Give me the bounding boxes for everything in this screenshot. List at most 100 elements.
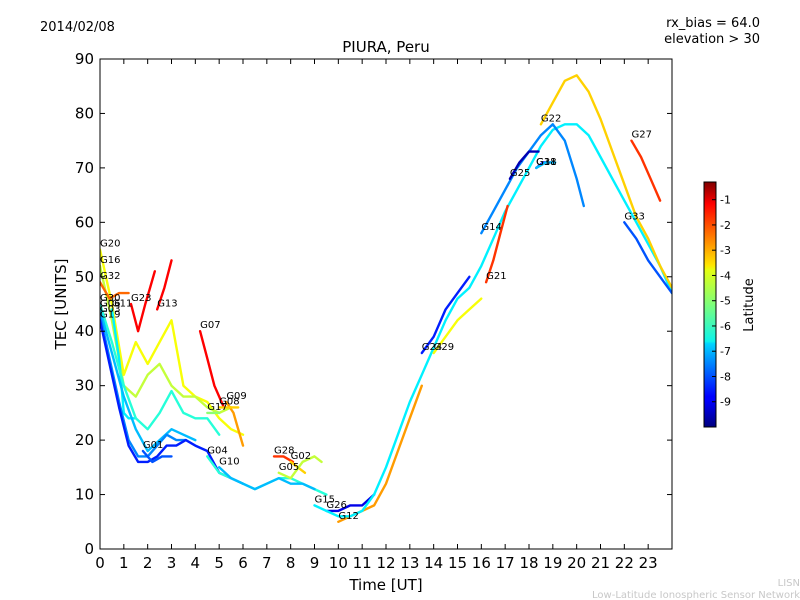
series-label-g28: G28 <box>274 445 294 456</box>
y-axis-label: TEC [UNITS] <box>52 259 70 351</box>
series-label-g29: G29 <box>434 342 454 353</box>
series-label-g17: G17 <box>207 402 227 413</box>
series-label-g04: G04 <box>207 445 227 456</box>
x-tick-label: 5 <box>214 554 224 572</box>
series-line-g01 <box>141 449 173 464</box>
series-line-g20 <box>100 248 245 436</box>
y-tick-label: 60 <box>75 213 94 231</box>
x-tick-label: 10 <box>329 554 348 572</box>
x-tick-label: 4 <box>191 554 201 572</box>
series-label-g19: G19 <box>100 309 120 320</box>
series-line-g07 <box>198 330 226 409</box>
series-label-g30: G30 <box>100 293 120 304</box>
series-layer <box>100 74 672 523</box>
series-label-g25: G25 <box>510 168 530 179</box>
series-line-g13 <box>155 259 173 311</box>
x-tick-label: 9 <box>310 554 320 572</box>
series-line-g06 <box>100 308 197 453</box>
y-tick-label: 40 <box>75 322 94 340</box>
series-line-g18 <box>535 161 557 170</box>
series-line-g05 <box>277 455 323 480</box>
x-tick-label: 3 <box>167 554 177 572</box>
x-tick-label: 12 <box>376 554 395 572</box>
series-line-g30 <box>100 302 221 436</box>
colorbar-ticks: -1 -2 -3 -4 -5 -6 -7 -8 -9 <box>712 194 731 409</box>
series-label-g08: G08 <box>219 396 239 407</box>
y-tick-label: 30 <box>75 377 94 395</box>
x-tick-label: 11 <box>353 554 372 572</box>
colorbar-label: Latitude <box>742 278 757 332</box>
colorbar-tick-label: -5 <box>720 295 731 308</box>
colorbar-tick-label: -9 <box>720 396 731 409</box>
series-label-g32: G32 <box>100 271 120 282</box>
x-tick-label: 23 <box>639 554 658 572</box>
x-tick-label: 18 <box>519 554 538 572</box>
series-line-g32 <box>100 281 130 300</box>
series-label-g27: G27 <box>631 130 651 141</box>
colorbar-tick-label: -1 <box>720 194 731 207</box>
series-line-g24 <box>420 275 471 355</box>
series-label-g15: G15 <box>315 494 335 505</box>
x-tick-label: 21 <box>591 554 610 572</box>
series-label-g24: G24 <box>422 342 442 353</box>
x-tick-label: 7 <box>262 554 272 572</box>
colorbar <box>703 181 717 428</box>
y-tick-label: 20 <box>75 431 94 449</box>
colorbar-tick-label: -7 <box>720 345 731 358</box>
series-label-g01: G01 <box>143 440 163 451</box>
series-label-g06: G06 <box>100 298 120 309</box>
series-label-g02: G02 <box>291 451 311 462</box>
x-tick-label: 19 <box>543 554 562 572</box>
colorbar-tick-label: -8 <box>720 370 731 383</box>
x-tick-label: 22 <box>615 554 634 572</box>
x-tick-label: 13 <box>400 554 419 572</box>
series-label-g10: G10 <box>219 456 239 467</box>
date-label: 2014/02/08 <box>40 20 115 35</box>
series-line-g21 <box>484 204 509 284</box>
colorbar-tick-label: -4 <box>720 269 731 282</box>
y-tick-label: 10 <box>75 486 94 504</box>
series-line-g25 <box>508 150 540 181</box>
series-label-g03: G03 <box>100 304 120 315</box>
series-label-g26: G26 <box>326 500 346 511</box>
series-label-g21: G21 <box>486 271 506 282</box>
series-line-g27 <box>630 139 662 202</box>
credit-short: LISN <box>778 578 800 589</box>
series-line-g29 <box>432 297 483 355</box>
series-label-g16: G16 <box>100 255 120 266</box>
x-tick-label: 20 <box>567 554 586 572</box>
credit-long: Low-Latitude Ionospheric Sensor Network <box>592 590 800 600</box>
x-axis-label: Time [UT] <box>348 576 422 594</box>
series-line-g23 <box>129 270 157 333</box>
series-line-g28 <box>272 455 295 464</box>
x-tick-label: 2 <box>143 554 153 572</box>
series-label-g12: G12 <box>338 511 358 522</box>
series-line-g33 <box>623 221 672 295</box>
series-label-g31: G31 <box>536 157 556 168</box>
series-label-g13: G13 <box>157 298 177 309</box>
y-tick-label: 0 <box>84 540 94 558</box>
rx-bias-label: rx_bias = 64.0 <box>666 16 760 31</box>
x-tick-label: 1 <box>119 554 129 572</box>
chart-title: PIURA, Peru <box>342 38 429 56</box>
series-line-g15 <box>313 123 672 518</box>
series-label-g22: G22 <box>541 113 561 124</box>
y-tick-label: 70 <box>75 159 94 177</box>
series-label-g20: G20 <box>100 239 120 250</box>
series-line-g26 <box>325 493 376 513</box>
x-tick-label: 8 <box>286 554 296 572</box>
series-label-g33: G33 <box>624 211 644 222</box>
y-tick-label: 80 <box>75 104 94 122</box>
series-label-g07: G07 <box>200 320 220 331</box>
x-tick-label: 15 <box>448 554 467 572</box>
y-tick-label: 50 <box>75 268 94 286</box>
series-label-g05: G05 <box>279 462 299 473</box>
series-line-g14 <box>480 123 585 235</box>
colorbar-tick-label: -6 <box>720 320 731 333</box>
colorbar-tick-label: -3 <box>720 244 731 257</box>
y-tick-label: 90 <box>75 50 94 68</box>
x-tick-label: 0 <box>95 554 105 572</box>
series-label-g11: G11 <box>112 298 132 309</box>
series-line-g10 <box>217 466 316 491</box>
